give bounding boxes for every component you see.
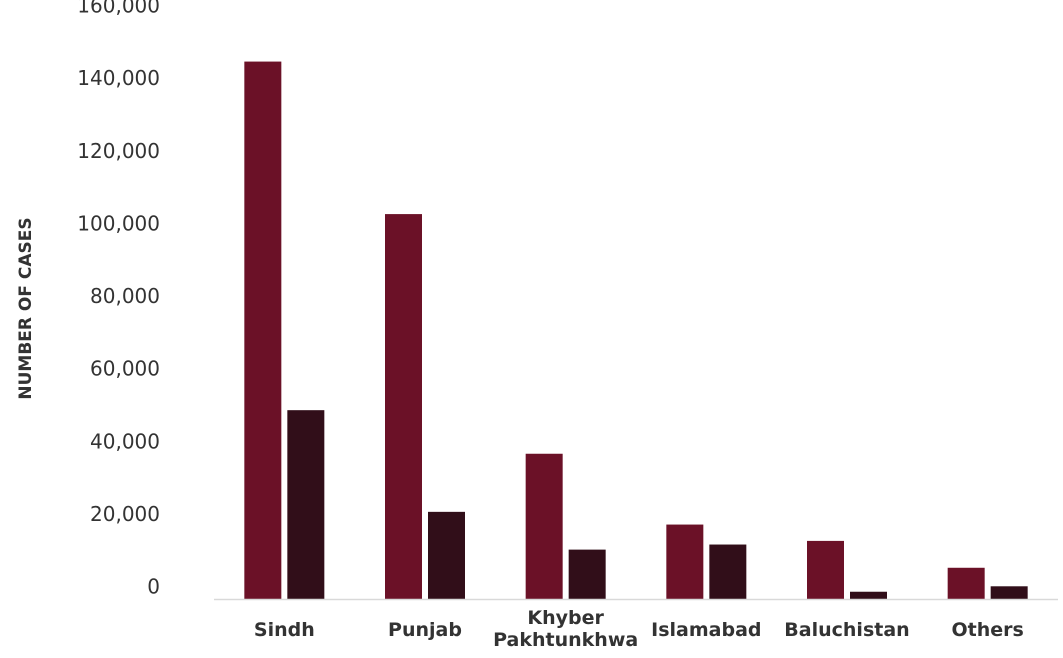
bar	[709, 544, 747, 599]
bar	[568, 549, 606, 599]
bar	[850, 591, 887, 599]
x-tick-label: Sindh	[254, 619, 315, 641]
bar	[244, 61, 282, 599]
y-tick-label: 60,000	[90, 357, 160, 381]
y-tick-label: 120,000	[77, 139, 160, 163]
x-tick-label: Others	[952, 619, 1024, 641]
y-tick-label: 100,000	[77, 211, 160, 235]
x-tick-label: Khyber Pakhtunkhwa	[493, 607, 638, 651]
bar	[287, 410, 325, 599]
x-tick-label: Baluchistan	[784, 619, 909, 641]
bar	[385, 214, 422, 599]
x-tick-label: Islamabad	[651, 619, 761, 641]
y-tick-label: 20,000	[90, 502, 160, 526]
y-tick-label: 80,000	[90, 284, 160, 308]
y-tick-label: 160,000	[77, 0, 160, 18]
y-tick-label: 0	[147, 575, 160, 599]
bar	[807, 540, 844, 599]
y-tick-label: 140,000	[77, 66, 160, 90]
x-tick-label: Punjab	[388, 619, 462, 641]
bar	[525, 453, 563, 599]
x-axis-labels: Sindh Punjab Khyber Pakhtunkhwa Islamabad Bal…	[254, 607, 1024, 651]
y-axis-title: NUMBER OF CASES	[16, 217, 36, 399]
bar	[990, 586, 1028, 599]
y-axis-ticks: 0 20,000 40,000 60,000 80,000 100,000 120,000 1…	[77, 0, 160, 599]
y-tick-label: 40,000	[90, 429, 160, 453]
bar	[947, 567, 985, 599]
bar	[428, 511, 465, 599]
bar	[666, 524, 704, 599]
bars	[244, 61, 1028, 599]
